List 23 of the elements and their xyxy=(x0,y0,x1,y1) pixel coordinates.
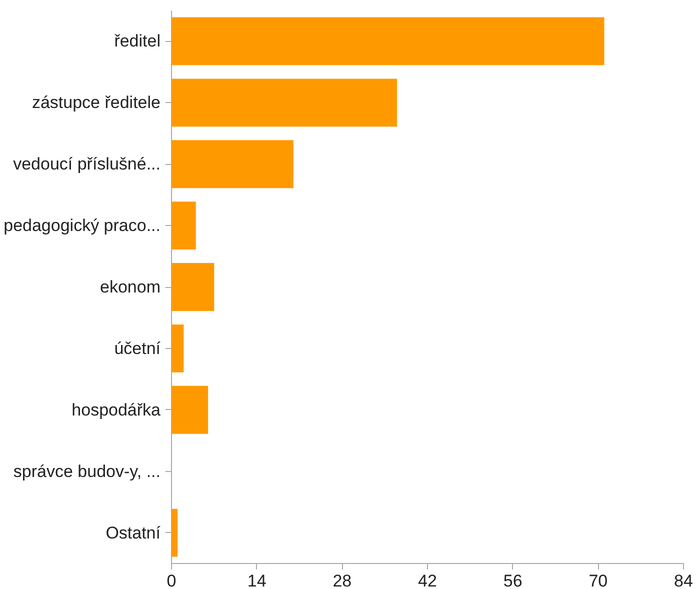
bar xyxy=(172,17,604,66)
x-tick-label: 0 xyxy=(166,572,176,589)
y-tick-label: vedoucí příslušné... xyxy=(13,154,161,174)
bar xyxy=(172,78,398,127)
x-tick-label: 28 xyxy=(332,572,352,589)
bar xyxy=(172,140,294,188)
y-tick-label: pedagogický praco... xyxy=(4,216,161,236)
y-tick-label: hospodářka xyxy=(72,400,162,420)
bar xyxy=(172,324,184,372)
bar xyxy=(172,263,214,311)
y-tick-label: správce budov-y, ... xyxy=(13,462,161,481)
x-tick-label: 70 xyxy=(588,572,608,589)
x-tick-label: 14 xyxy=(247,572,266,589)
x-tick-label: 56 xyxy=(503,572,522,589)
y-tick-label: ředitel xyxy=(114,32,161,51)
y-tick-label: ekonom xyxy=(100,278,161,296)
y-tick-label: zástupce ředitele xyxy=(32,93,161,112)
bar xyxy=(172,386,208,434)
x-tick-label: 42 xyxy=(418,572,437,589)
x-tick-label: 84 xyxy=(674,572,693,589)
y-tick-label: účetní xyxy=(114,338,161,358)
bar xyxy=(172,202,196,250)
y-tick-label: Ostatní xyxy=(106,523,161,542)
